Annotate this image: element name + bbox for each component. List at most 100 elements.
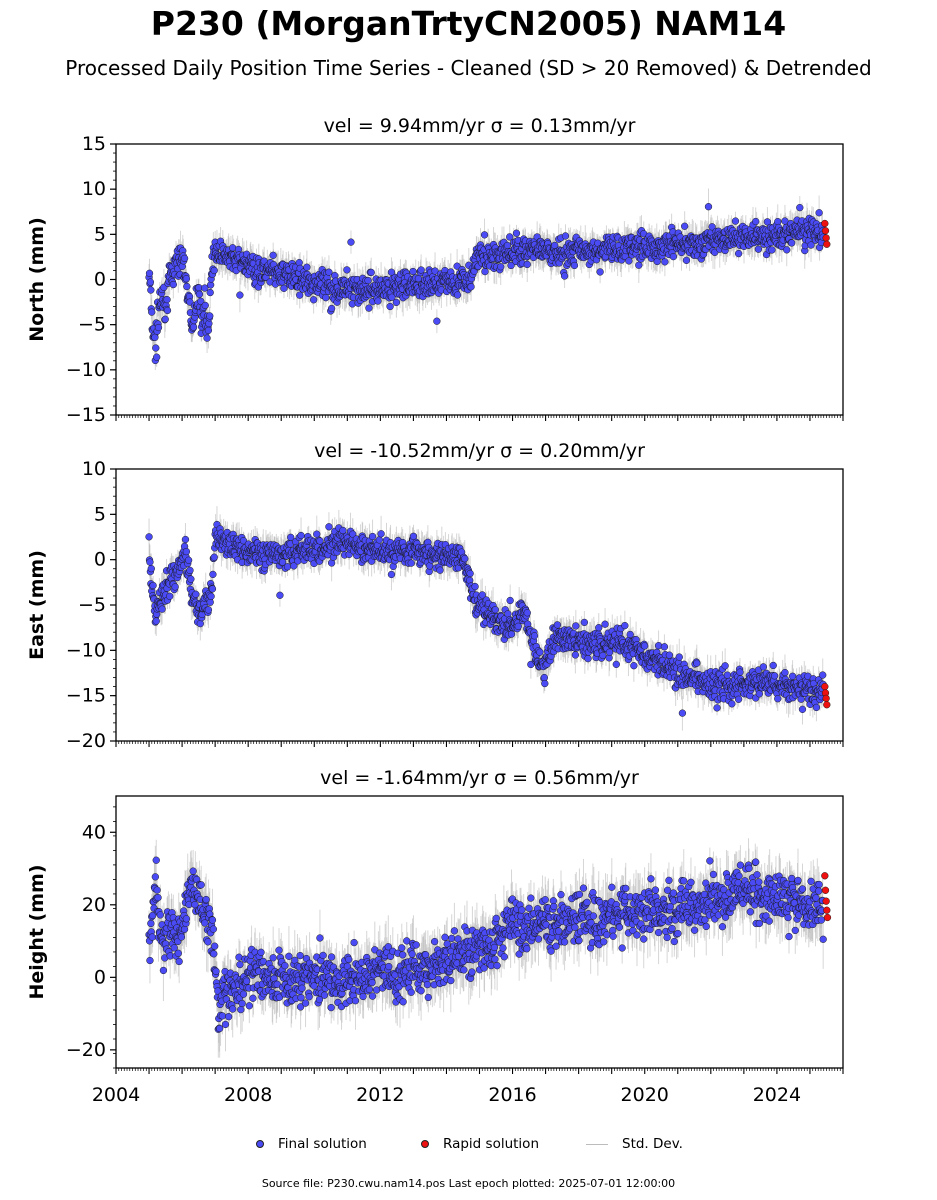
final-point [343,266,351,274]
final-point [145,533,153,541]
final-point [209,570,217,579]
final-point [433,317,441,325]
final-point [388,293,396,301]
final-point [815,209,823,217]
final-point [183,282,191,291]
final-point [682,256,691,265]
final-point [163,306,172,315]
rapid-point [823,240,831,248]
panel-1 [110,468,844,747]
final-point [181,535,190,544]
final-point [480,231,489,239]
final-point [147,564,155,573]
final-point [731,217,740,225]
final-point [681,222,689,230]
final-point [625,257,633,265]
std-dev-bars [148,188,824,371]
y-tick-label: 10 [82,178,106,200]
final-point [184,556,193,564]
final-point [417,266,425,274]
final-point [409,267,417,276]
final-point [347,238,355,246]
final-point [392,298,401,307]
final-point [192,590,200,598]
final-point [148,308,156,316]
final-point [309,296,318,304]
final-point [497,263,505,271]
final-point [236,291,244,299]
final-point [197,297,205,305]
final-point [669,252,678,261]
final-point [783,246,791,254]
final-point [704,203,713,211]
final-point [180,254,189,263]
final-point [146,278,155,286]
final-point [768,246,776,254]
final-point [788,239,796,247]
final-point [752,217,760,226]
final-point [195,290,204,298]
figure-title: P230 (MorganTrtyCN2005) NAM14 [150,4,787,43]
final-point [467,283,475,291]
final-point [204,326,213,335]
final-point [152,344,160,352]
final-point [325,268,333,276]
final-point [152,617,160,625]
final-point [146,558,154,566]
final-point [210,553,218,561]
final-point [196,619,204,628]
final-solution-markers [145,203,827,365]
final-point [161,315,169,323]
rapid-point [822,234,830,242]
final-point [187,575,195,583]
final-point [269,251,277,259]
final-point [754,245,763,253]
final-point [207,592,215,600]
final-point [154,323,163,332]
final-point [635,261,643,269]
final-point [186,566,194,575]
final-point [481,267,489,276]
final-point [151,333,159,341]
final-point [365,304,373,312]
final-point [201,284,209,292]
y-tick-label: −10 [66,359,106,381]
final-point [523,260,531,269]
final-point [453,262,461,270]
final-point [453,291,462,299]
final-point [327,304,336,313]
final-point [503,241,512,250]
final-point [512,229,521,237]
final-point [386,302,394,311]
final-point [560,272,569,280]
final-point [182,275,191,283]
final-solution-markers [145,520,827,717]
final-point [296,291,304,299]
final-point [374,297,382,305]
final-point [570,261,579,270]
final-point [367,268,375,277]
rapid-point [821,219,829,228]
final-point [208,585,217,593]
y-tick-label: 15 [82,133,106,155]
y-tick-label: 0 [94,269,106,291]
final-point [153,353,161,361]
final-point [158,605,166,613]
final-point [206,288,214,297]
final-point [201,301,209,310]
final-point [163,295,171,304]
final-point [169,280,177,289]
final-point [322,294,330,302]
final-point [171,583,179,591]
final-point [203,334,211,342]
final-point [561,232,570,240]
final-point [189,323,198,331]
final-point [206,312,214,320]
y-tick-label: −15 [66,404,106,426]
final-point [364,276,372,285]
y-tick-label: −5 [78,314,106,336]
y-axis-label: North (mm) [26,217,48,342]
figure-subtitle: Processed Daily Position Time Series - C… [65,56,872,80]
final-point [734,249,743,258]
